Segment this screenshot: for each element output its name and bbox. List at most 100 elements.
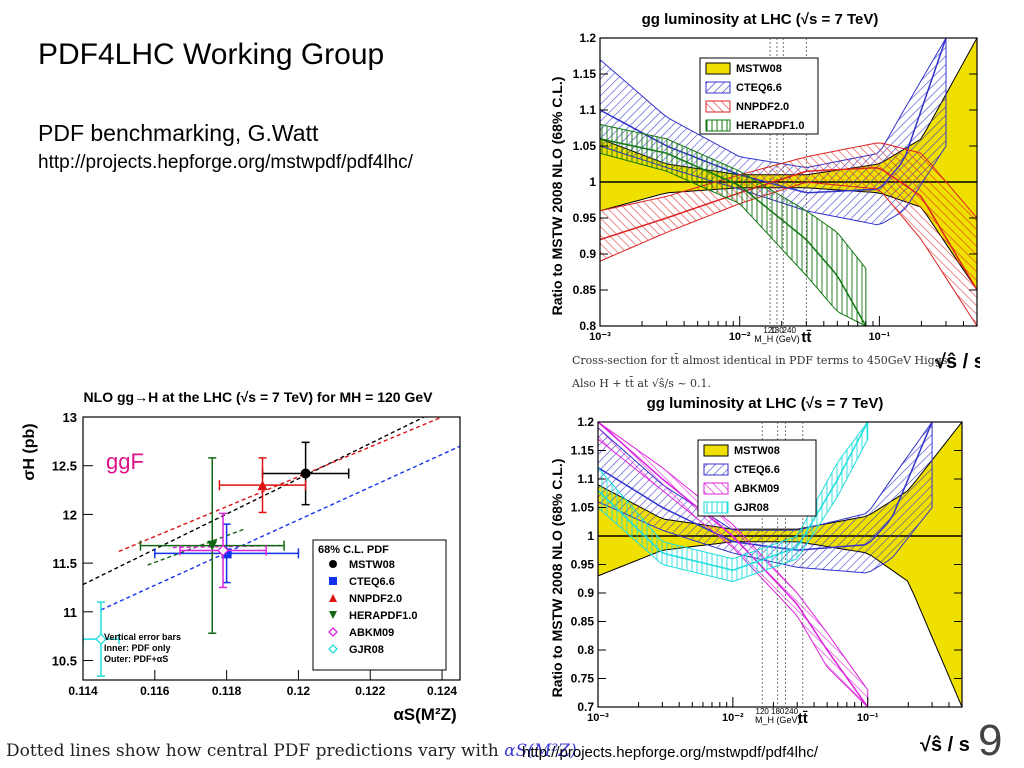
plot-contents bbox=[83, 417, 460, 677]
central-abkm09 bbox=[598, 422, 869, 707]
y-tick-label: 0.7 bbox=[577, 700, 594, 714]
legend-label: CTEQ6.6 bbox=[736, 82, 782, 94]
x-tick-label: 10⁻² bbox=[729, 331, 751, 343]
mass-axis-label: M_H (GeV) bbox=[754, 334, 800, 344]
caption-text: Dotted lines show how central PDF predic… bbox=[6, 741, 499, 761]
y-tick-label: 0.85 bbox=[573, 283, 597, 297]
y-tick-label: 0.9 bbox=[577, 586, 594, 600]
legend-label: MSTW08 bbox=[736, 63, 782, 75]
legend-label: HERAPDF1.0 bbox=[736, 120, 804, 132]
y-tick-label: 11 bbox=[63, 605, 77, 620]
legend-swatch bbox=[703, 444, 729, 457]
errorbar-note: Vertical error bars bbox=[104, 632, 181, 642]
legend-label: HERAPDF1.0 bbox=[349, 610, 417, 622]
reference-url-bottom[interactable]: http://projects.hepforge.org/mstwpdf/pdf… bbox=[522, 744, 818, 761]
y-tick-label: 1 bbox=[587, 529, 594, 543]
luminosity-chart-top: gg luminosity at LHC (√s = 7 TeV) Ratio … bbox=[549, 11, 980, 390]
mass-label: 120 bbox=[763, 326, 777, 335]
central-gjr08 bbox=[598, 422, 869, 571]
caption-math: αS(M²Z). bbox=[504, 741, 582, 761]
x-tick-label: 0.122 bbox=[355, 684, 385, 698]
mass-axis-label: M_H (GeV) bbox=[755, 715, 801, 725]
x-tick-label: 10⁻³ bbox=[587, 712, 609, 724]
x-tick-label: 0.114 bbox=[68, 684, 98, 698]
x-tick-label: 0.124 bbox=[427, 684, 457, 698]
y-tick-label: 12.5 bbox=[52, 459, 77, 474]
legend-swatch bbox=[705, 81, 731, 94]
y-tick-label: 0.9 bbox=[579, 247, 596, 261]
y-tick-label: 10.5 bbox=[52, 654, 77, 669]
central-herapdf10 bbox=[600, 138, 867, 326]
legend-label: GJR08 bbox=[734, 502, 769, 514]
y-tick-label: 1.05 bbox=[573, 139, 597, 153]
legend-marker bbox=[328, 627, 338, 637]
legend-label: GJR08 bbox=[349, 644, 384, 656]
x-tick-label: 0.12 bbox=[287, 684, 311, 698]
ttbar-label: tt̄ bbox=[798, 710, 808, 727]
marker-cteq66 bbox=[221, 548, 232, 559]
y-tick-label: 0.75 bbox=[571, 672, 595, 686]
legend-swatch bbox=[703, 463, 729, 476]
legend: MSTW08 CTEQ6.6 ABKM09 GJR08 bbox=[697, 439, 817, 517]
y-tick-label: 1.1 bbox=[577, 472, 594, 486]
marker-gjr08 bbox=[95, 633, 107, 646]
legend-marker bbox=[328, 644, 338, 654]
y-tick-label: 11.5 bbox=[52, 556, 77, 571]
y-tick-label: 13 bbox=[63, 410, 77, 425]
legend-swatch bbox=[705, 62, 731, 75]
y-tick-label: 1.1 bbox=[579, 103, 596, 117]
legend-swatch bbox=[705, 119, 731, 132]
y-tick-label: 0.85 bbox=[571, 615, 595, 629]
y-tick-label: 0.8 bbox=[579, 319, 596, 333]
y-tick-label: 12 bbox=[63, 507, 77, 522]
legend-marker bbox=[329, 594, 337, 602]
chart-note-line-2: Also H + tt̄ at √ŝ/s ~ 0.1. bbox=[571, 377, 711, 390]
legend-label: NNPDF2.0 bbox=[349, 593, 402, 605]
legend-marker bbox=[329, 611, 337, 619]
cross-section-chart: NLO gg→H at the LHC (√s = 7 TeV) for MH … bbox=[21, 389, 461, 724]
ggf-annotation: ggF bbox=[106, 449, 144, 474]
central-cteq66 bbox=[598, 422, 933, 551]
y-tick-label: 1.15 bbox=[571, 444, 595, 458]
slide-title: PDF4LHC Working Group bbox=[38, 38, 385, 71]
trend-line bbox=[118, 417, 443, 553]
x-axis-label: αS(M²Z) bbox=[393, 705, 456, 724]
reference-url[interactable]: http://projects.hepforge.org/mstwpdf/pdf… bbox=[38, 152, 413, 173]
legend-swatch bbox=[703, 482, 729, 495]
legend: MSTW08 CTEQ6.6 NNPDF2.0 HERAPDF1.0 bbox=[699, 57, 819, 135]
legend-marker bbox=[329, 560, 337, 568]
mass-label: 240 bbox=[785, 707, 799, 716]
band-abkm09 bbox=[598, 422, 869, 707]
x-tick-label: 0.118 bbox=[212, 684, 242, 698]
errorbar-note: Outer: PDF+αS bbox=[104, 654, 168, 664]
y-tick-label: 0.8 bbox=[577, 643, 594, 657]
legend-label: NNPDF2.0 bbox=[736, 101, 789, 113]
chart-title: NLO gg→H at the LHC (√s = 7 TeV) for MH … bbox=[84, 389, 434, 405]
slide-subtitle: PDF benchmarking, G.Watt bbox=[38, 120, 319, 146]
y-tick-label: 1 bbox=[589, 175, 596, 189]
page-number: 9 bbox=[978, 716, 1003, 765]
legend-label: MSTW08 bbox=[734, 445, 780, 457]
y-tick-label: 1.15 bbox=[573, 67, 597, 81]
marker-herapdf10 bbox=[207, 540, 218, 551]
chart-title: gg luminosity at LHC (√s = 7 TeV) bbox=[642, 11, 879, 28]
legend-label: ABKM09 bbox=[349, 627, 394, 639]
mass-label: 240 bbox=[783, 326, 797, 335]
y-tick-label: 0.95 bbox=[571, 558, 595, 572]
x-tick-label: 10⁻¹ bbox=[869, 331, 891, 343]
mass-label: 180 bbox=[771, 707, 785, 716]
x-tick-label: 10⁻³ bbox=[589, 331, 611, 343]
y-tick-label: 0.95 bbox=[573, 211, 597, 225]
ttbar-label: tt̄ bbox=[801, 329, 811, 346]
y-axis-label: Ratio to MSTW 2008 NLO (68% C.L.) bbox=[549, 459, 565, 698]
trend-line bbox=[100, 445, 460, 611]
trend-line bbox=[83, 417, 425, 586]
errorbar-note: Inner: PDF only bbox=[104, 643, 171, 653]
x-tick-label: 10⁻² bbox=[722, 712, 744, 724]
legend-label: MSTW08 bbox=[349, 559, 395, 571]
chart-title: gg luminosity at LHC (√s = 7 TeV) bbox=[647, 395, 884, 412]
legend: 68% C.L. PDF MSTW08 CTEQ6.6 NNPDF2.0 HERAPDF… bbox=[312, 539, 447, 671]
mass-label: 130 bbox=[770, 326, 784, 335]
sqrt-s-label: √ŝ / s bbox=[920, 734, 970, 756]
legend-label: CTEQ6.6 bbox=[349, 576, 395, 588]
